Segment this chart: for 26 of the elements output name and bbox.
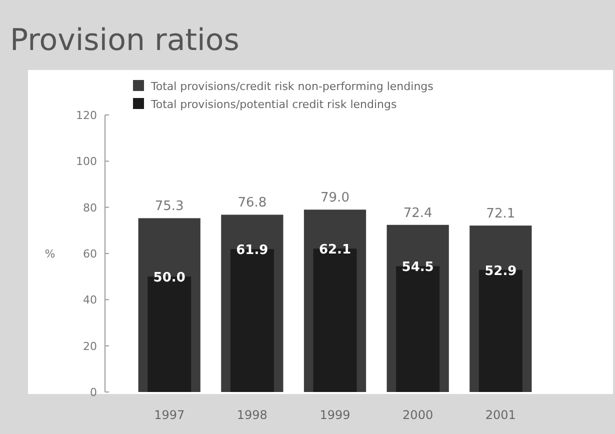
legend-label: Total provisions/credit risk non-performing lendings <box>150 80 434 93</box>
y-tick-label: 60 <box>83 248 97 260</box>
data-label: 72.4 <box>403 206 432 221</box>
y-axis-title: % <box>44 248 56 260</box>
y-tick-label: 20 <box>83 340 97 353</box>
data-label: 75.3 <box>154 199 184 214</box>
y-tick-label: 40 <box>83 294 97 307</box>
data-label: 72.1 <box>486 206 516 222</box>
y-tick-label: 0 <box>90 386 97 399</box>
y-tick-label: 100 <box>76 155 97 168</box>
data-label: 52.9 <box>484 264 517 279</box>
x-tick-label: 1999 <box>320 408 350 422</box>
data-label: 54.5 <box>402 260 434 276</box>
x-tick-label: 2000 <box>402 408 434 422</box>
legend-label: Total provisions/potential credit risk lendings <box>150 98 398 111</box>
y-tick-label: 120 <box>76 109 97 122</box>
x-tick-label: 1998 <box>236 408 268 422</box>
y-tick-label: 80 <box>83 201 97 214</box>
x-tick-label: 2001 <box>485 408 516 422</box>
data-label: 50.0 <box>153 270 186 286</box>
data-label: 76.8 <box>238 196 267 211</box>
chart-title: Provision ratios <box>10 23 240 58</box>
data-label: 62.1 <box>318 242 352 258</box>
data-label: 79.0 <box>320 190 350 206</box>
x-tick-label: 1997 <box>154 408 185 422</box>
data-label: 61.9 <box>236 243 268 258</box>
